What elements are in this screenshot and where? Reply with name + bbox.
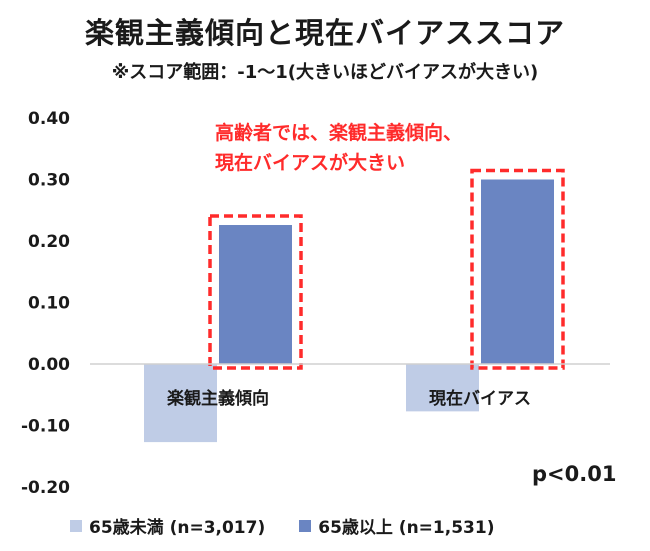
y-tick-label: 0.20 [28, 232, 70, 252]
chart-title: 楽観主義傾向と現在バイアススコア [84, 16, 565, 50]
y-tick-label: 0.40 [28, 109, 70, 129]
legend-item-65-plus: 65歳以上 (n=1,531) [299, 513, 494, 538]
bar-65-plus [219, 225, 292, 364]
y-tick-label: -0.10 [21, 417, 70, 437]
chart-legend: 65歳未満 (n=3,017) 65歳以上 (n=1,531) [70, 513, 528, 538]
y-tick-label: 0.30 [28, 171, 70, 191]
highlight-box [208, 214, 303, 370]
legend-label-65-plus: 65歳以上 (n=1,531) [318, 518, 495, 538]
annotation-line-1: 高齢者では、楽観主義傾向、 [215, 122, 463, 144]
legend-label-under-65: 65歳未満 (n=3,017) [89, 518, 266, 538]
bar-under-65 [406, 364, 479, 412]
bar-under-65 [144, 364, 217, 443]
legend-swatch-under-65 [70, 519, 82, 532]
legend-swatch-65-plus [299, 519, 312, 532]
y-tick-label: -0.20 [21, 478, 70, 498]
x-category-label: 楽観主義傾向 [167, 388, 269, 409]
chart-subtitle: ※スコア範囲：-1～1(大きいほどバイアスが大きい) [111, 62, 539, 83]
bar-65-plus [481, 179, 554, 364]
x-category-label: 現在バイアス [429, 388, 531, 409]
legend-item-under-65: 65歳未満 (n=3,017) [70, 513, 265, 538]
y-tick-label: 0.10 [28, 294, 70, 314]
highlight-box [470, 168, 565, 370]
y-tick-label: 0.00 [28, 355, 70, 375]
p-value-label: p<0.01 [532, 462, 617, 486]
annotation-callout: 高齢者では、楽観主義傾向、 現在バイアスが大きい [215, 118, 462, 178]
annotation-line-2: 現在バイアスが大きい [215, 152, 406, 174]
